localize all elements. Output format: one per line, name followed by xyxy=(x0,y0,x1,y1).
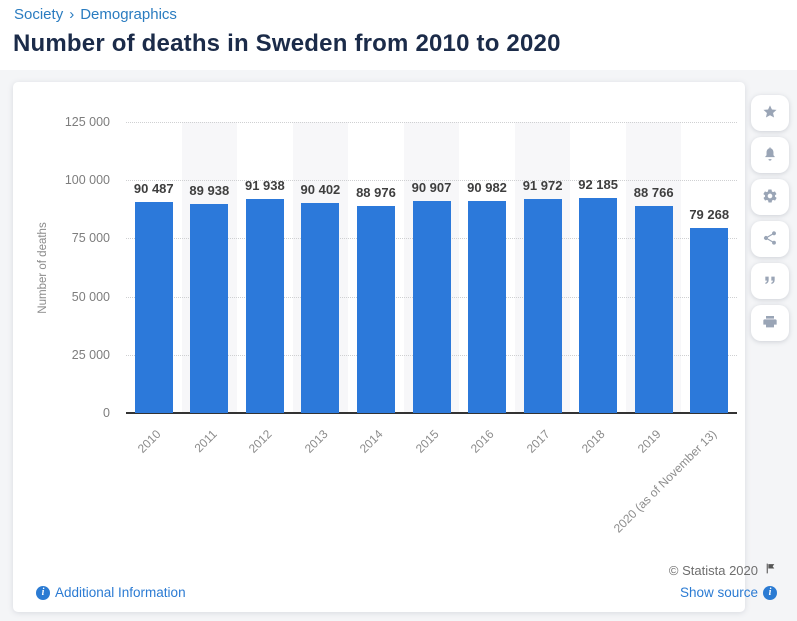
bar-value-label: 90 402 xyxy=(300,181,341,197)
bar-value-label: 90 982 xyxy=(467,180,507,196)
grid-line xyxy=(126,122,737,123)
x-tick-label: 2015 xyxy=(412,427,442,456)
breadcrumb-link-society[interactable]: Society xyxy=(14,6,64,23)
copyright: © Statista 2020 xyxy=(669,562,777,578)
flag-icon[interactable] xyxy=(764,562,777,578)
gear-icon xyxy=(762,188,778,207)
bar[interactable] xyxy=(523,198,562,413)
x-tick-label: 2010 xyxy=(134,427,164,456)
x-tick-label: 2014 xyxy=(357,427,386,456)
breadcrumb-separator: › xyxy=(69,6,75,23)
y-tick-label: 0 xyxy=(103,406,110,420)
share-icon xyxy=(762,230,778,249)
bar-chart: 0 25 000 50 000 75 000 100 000 125 000 Number … xyxy=(13,82,745,612)
settings-button[interactable] xyxy=(751,179,789,215)
x-tick-label: 2019 xyxy=(634,427,664,456)
x-tick-label: 2011 xyxy=(191,427,220,456)
additional-information-link[interactable]: Additional Information xyxy=(36,585,186,600)
x-tick-label: 2016 xyxy=(468,427,497,456)
bar[interactable] xyxy=(301,202,340,413)
bar-value-label: 79 268 xyxy=(689,207,730,223)
bar[interactable] xyxy=(190,203,229,413)
show-source-link[interactable]: Show source xyxy=(680,585,777,600)
breadcrumb-link-demographics[interactable]: Demographics xyxy=(80,6,177,23)
bar[interactable] xyxy=(468,201,507,413)
cite-button[interactable] xyxy=(751,263,789,299)
info-icon xyxy=(36,585,50,600)
x-tick-label: 2018 xyxy=(579,427,609,456)
chart-toolbar xyxy=(751,95,789,347)
copyright-text: © Statista 2020 xyxy=(668,562,758,578)
y-tick-label: 25 000 xyxy=(71,347,110,362)
additional-information-label: Additional Information xyxy=(55,585,186,600)
bar-value-label: 92 185 xyxy=(578,177,618,193)
star-icon xyxy=(762,104,778,123)
bar-value-label: 89 938 xyxy=(189,182,230,198)
bar[interactable] xyxy=(579,198,618,413)
favorite-button[interactable] xyxy=(751,95,789,131)
y-tick-label: 75 000 xyxy=(71,231,110,246)
bar[interactable] xyxy=(412,201,451,413)
chart-card: 0 25 000 50 000 75 000 100 000 125 000 Number … xyxy=(13,82,745,612)
bar[interactable] xyxy=(690,228,729,413)
bar-value-label: 90 487 xyxy=(133,181,174,197)
info-icon xyxy=(763,585,777,600)
printer-icon xyxy=(762,314,778,333)
y-tick-label: 100 000 xyxy=(64,173,110,188)
y-tick-label: 125 000 xyxy=(64,115,110,129)
bar[interactable] xyxy=(134,202,173,413)
page-title: Number of deaths in Sweden from 2010 to … xyxy=(13,30,561,57)
bar-value-label: 90 907 xyxy=(411,180,452,196)
print-button[interactable] xyxy=(751,305,789,341)
alerts-button[interactable] xyxy=(751,137,789,173)
x-axis-line xyxy=(126,412,737,414)
bar[interactable] xyxy=(634,206,673,413)
bar-value-label: 91 972 xyxy=(522,177,563,193)
x-tick-label: 2017 xyxy=(523,427,553,456)
bar-value-label: 88 766 xyxy=(633,185,674,201)
bar[interactable] xyxy=(356,205,395,413)
x-tick-label: 2020 (as of November 13) xyxy=(610,427,720,536)
y-tick-label: 50 000 xyxy=(71,289,110,304)
x-tick-label: 2013 xyxy=(301,427,331,456)
quote-icon xyxy=(762,272,778,291)
x-tick-label: 2012 xyxy=(245,427,275,456)
share-button[interactable] xyxy=(751,221,789,257)
y-axis-title: Number of deaths xyxy=(37,221,49,314)
breadcrumb: Society › Demographics xyxy=(14,6,177,23)
grid-line xyxy=(126,180,737,182)
bar[interactable] xyxy=(245,198,284,413)
bell-icon xyxy=(762,146,778,165)
show-source-label: Show source xyxy=(679,585,758,600)
bar-value-label: 91 938 xyxy=(244,177,285,193)
bar-value-label: 88 976 xyxy=(356,184,396,200)
